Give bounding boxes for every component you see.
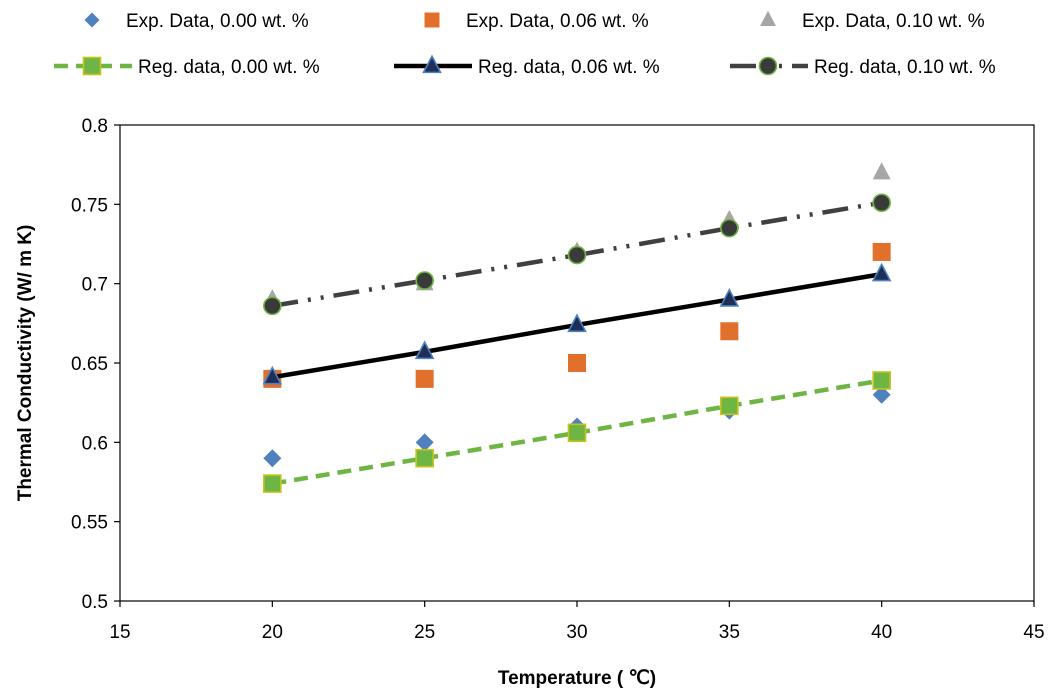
data-point bbox=[720, 396, 739, 416]
data-point bbox=[415, 271, 434, 290]
legend-marker bbox=[760, 10, 776, 26]
legend-item: Exp. Data, 0.06 wt. % bbox=[424, 11, 649, 32]
data-point bbox=[567, 245, 587, 265]
y-tick-label: 0.5 bbox=[82, 592, 108, 613]
x-tick-label: 45 bbox=[1023, 622, 1044, 643]
data-point bbox=[262, 365, 283, 385]
data-point bbox=[415, 433, 434, 452]
legend-label: Exp. Data, 0.00 wt. % bbox=[126, 11, 309, 32]
y-tick-label: 0.55 bbox=[71, 513, 108, 534]
x-tick-label: 20 bbox=[262, 622, 283, 643]
legend-item: Reg. data, 0.00 wt. % bbox=[54, 56, 320, 78]
data-point bbox=[872, 385, 891, 404]
data-point bbox=[263, 296, 282, 316]
legend-label: Exp. Data, 0.06 wt. % bbox=[466, 11, 649, 32]
data-point bbox=[415, 369, 434, 388]
series-5 bbox=[263, 193, 891, 316]
legend: Exp. Data, 0.00 wt. % Exp. Data, 0.06 wt.… bbox=[54, 10, 996, 78]
data-point bbox=[567, 313, 587, 333]
legend-label: Reg. data, 0.06 wt. % bbox=[478, 57, 660, 78]
legend-marker bbox=[422, 54, 442, 74]
x-tick-label: 35 bbox=[719, 622, 740, 643]
legend-marker bbox=[82, 56, 102, 76]
y-axis: 0.5 0.55 0.6 0.65 0.7 0.75 0.8 bbox=[71, 116, 120, 613]
y-tick-label: 0.6 bbox=[82, 433, 108, 454]
data-point bbox=[263, 474, 282, 493]
series-2 bbox=[263, 162, 891, 307]
data-point bbox=[872, 371, 891, 390]
legend-item: Reg. data, 0.06 wt. % bbox=[394, 54, 660, 78]
series-layer bbox=[262, 162, 892, 493]
legend-item: Exp. Data, 0.10 wt. % bbox=[760, 10, 985, 32]
legend-label: Exp. Data, 0.10 wt. % bbox=[802, 11, 985, 32]
x-tick-label: 40 bbox=[871, 622, 892, 643]
legend-item: Reg. data, 0.10 wt. % bbox=[730, 56, 996, 78]
legend-label: Reg. data, 0.00 wt. % bbox=[138, 57, 320, 78]
y-axis-title: Thermal Conductivity (W/ m K) bbox=[15, 225, 36, 502]
data-point bbox=[719, 288, 740, 307]
series-line bbox=[271, 200, 883, 309]
x-tick-label: 15 bbox=[109, 622, 130, 643]
legend-marker bbox=[424, 12, 440, 28]
series-4 bbox=[262, 262, 892, 385]
legend-item: Exp. Data, 0.00 wt. % bbox=[84, 11, 309, 32]
data-point bbox=[720, 322, 739, 341]
y-tick-label: 0.8 bbox=[82, 116, 108, 137]
y-tick-label: 0.7 bbox=[82, 275, 108, 296]
legend-label: Reg. data, 0.10 wt. % bbox=[814, 57, 996, 78]
legend-marker bbox=[758, 56, 778, 76]
data-point bbox=[720, 218, 739, 238]
x-axis: 15 20 25 30 35 40 45 bbox=[109, 601, 1045, 643]
y-tick-label: 0.65 bbox=[71, 354, 108, 375]
data-point bbox=[872, 162, 891, 180]
data-point bbox=[414, 340, 435, 360]
data-point bbox=[872, 193, 891, 213]
data-point bbox=[568, 354, 586, 372]
data-point bbox=[567, 423, 587, 443]
y-tick-label: 0.75 bbox=[71, 195, 108, 216]
data-point bbox=[871, 262, 892, 282]
x-axis-title: Temperature ( ℃) bbox=[498, 668, 656, 689]
x-tick-label: 30 bbox=[566, 622, 587, 643]
legend-marker bbox=[84, 12, 100, 28]
x-tick-label: 25 bbox=[414, 622, 435, 643]
series-3 bbox=[263, 371, 891, 493]
data-point bbox=[415, 448, 434, 468]
data-point bbox=[263, 449, 282, 468]
data-point bbox=[872, 242, 891, 261]
